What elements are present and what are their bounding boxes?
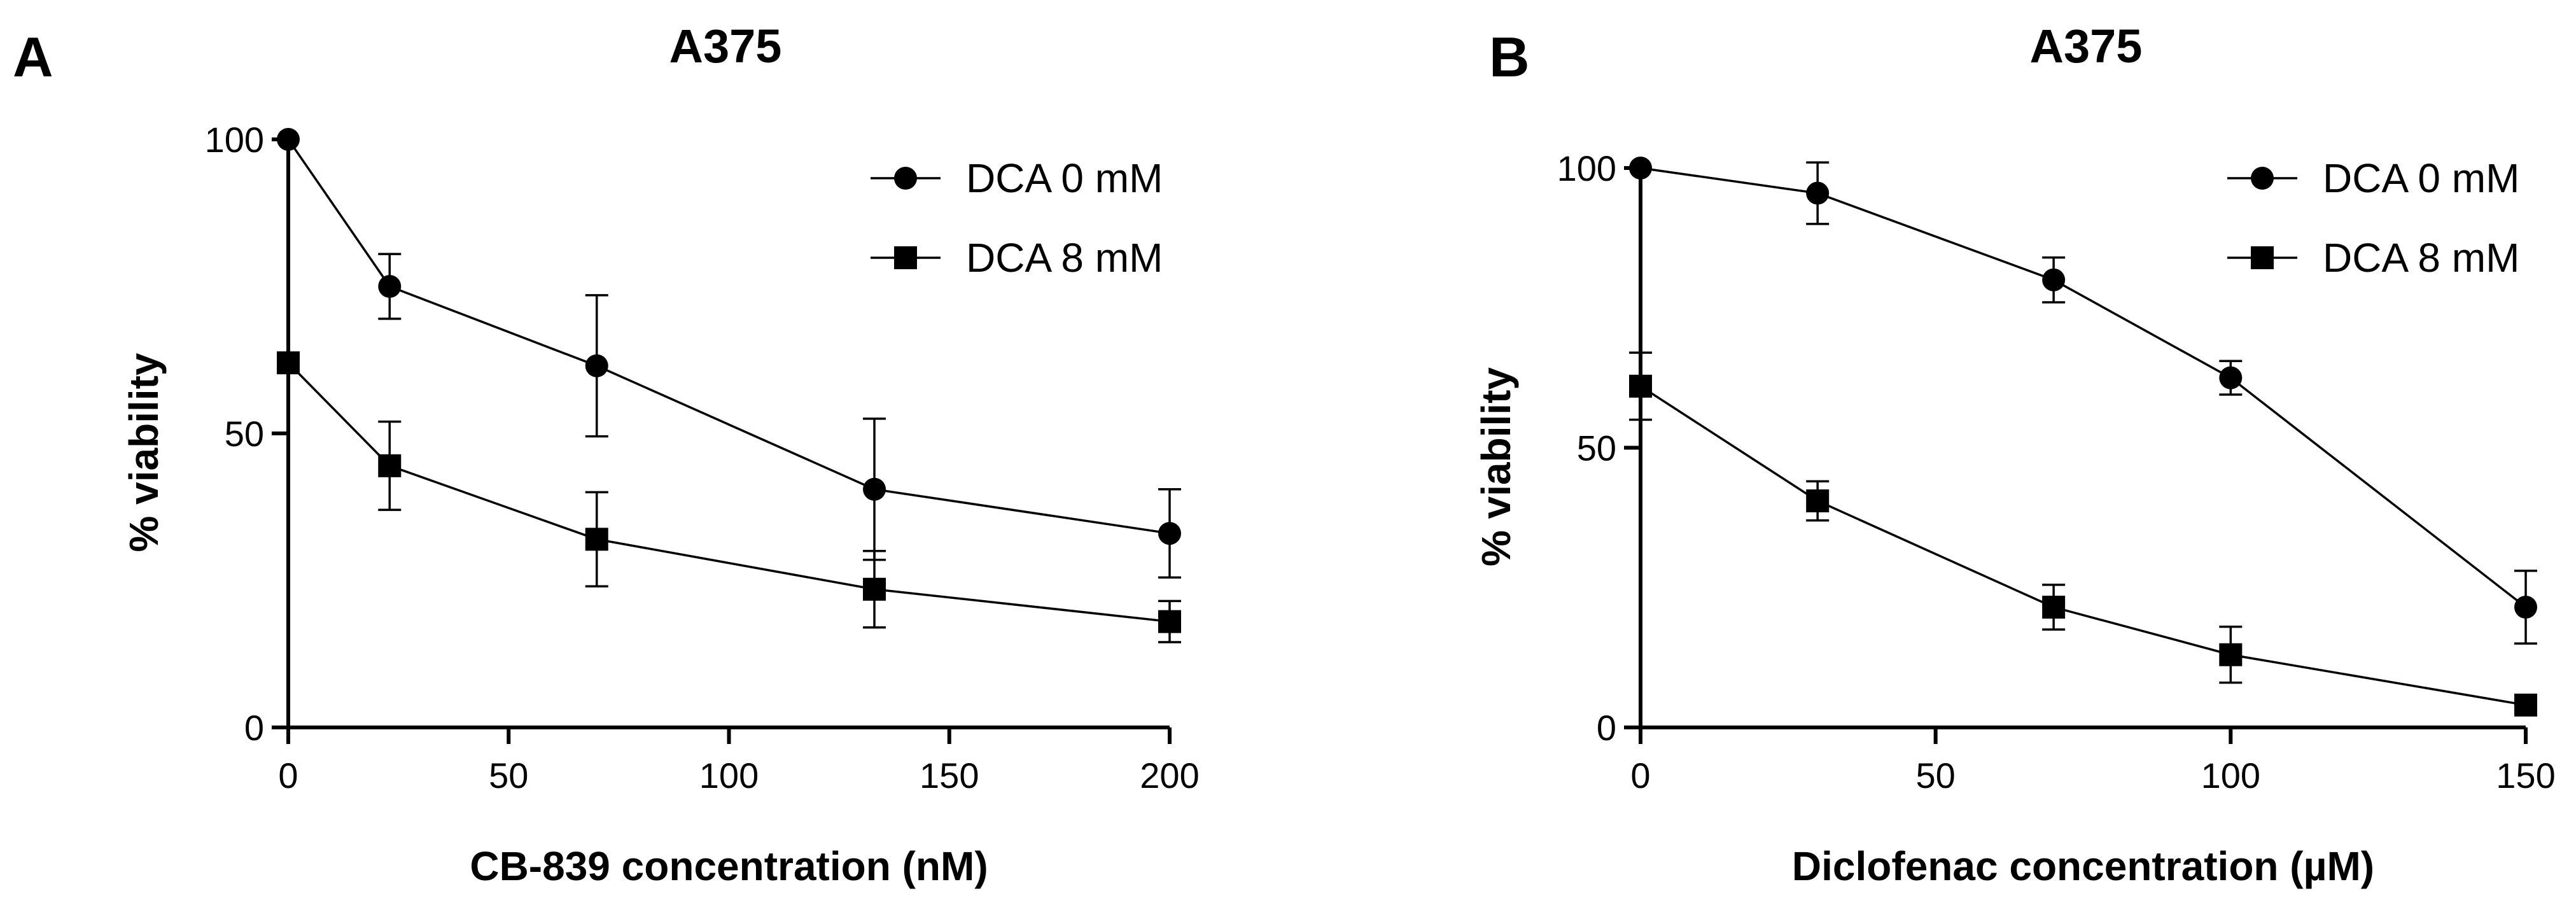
legend-item: DCA 8 mM <box>2227 235 2519 281</box>
legend-label: DCA 8 mM <box>966 235 1163 281</box>
legend-item: DCA 0 mM <box>2227 155 2519 201</box>
data-point-circle <box>585 354 608 377</box>
x-tick-label: 150 <box>920 755 979 796</box>
x-tick-label: 150 <box>2496 755 2555 796</box>
data-point-square <box>1806 489 1830 513</box>
series-square <box>1629 351 2537 717</box>
panel-letter: B <box>1489 25 1530 88</box>
legend-marker-square <box>894 246 917 269</box>
legend-label: DCA 0 mM <box>966 155 1163 201</box>
x-tick-label: 0 <box>1630 755 1650 796</box>
data-point-circle <box>1158 522 1181 545</box>
y-axis-label: % viability <box>121 353 167 552</box>
legend-marker-circle <box>2251 167 2274 190</box>
legend-label: DCA 8 mM <box>2323 235 2519 281</box>
data-point-circle <box>2514 596 2537 619</box>
y-tick-label: 50 <box>225 414 264 454</box>
x-tick-label: 50 <box>489 755 528 796</box>
chart-title: A375 <box>2030 20 2143 73</box>
panel-letter: A <box>13 25 53 88</box>
x-tick-label: 100 <box>2201 755 2260 796</box>
data-point-circle <box>378 275 402 298</box>
y-tick-label: 0 <box>244 708 264 748</box>
chart-title: A375 <box>669 20 782 73</box>
series-circle <box>277 128 1181 579</box>
legend-item: DCA 8 mM <box>871 235 1163 281</box>
y-tick-label: 0 <box>1597 708 1616 748</box>
chart-panel-a: A A375 0 50 100 0 50 100 150 200 CB-839 concentrat… <box>13 20 1200 889</box>
data-point-circle <box>1806 181 1830 205</box>
y-tick-label: 100 <box>205 120 264 160</box>
data-point-circle <box>2042 268 2066 291</box>
series-line <box>1640 385 2526 706</box>
data-point-square <box>378 454 402 477</box>
data-point-square <box>1158 610 1181 633</box>
data-point-square <box>2514 693 2537 717</box>
data-point-square <box>277 351 300 375</box>
series-circle <box>1629 157 2537 645</box>
x-tick-label: 100 <box>699 755 759 796</box>
data-point-square <box>2219 643 2243 666</box>
y-tick-label: 100 <box>1557 148 1616 188</box>
legend-item: DCA 0 mM <box>871 155 1163 201</box>
x-tick-label: 50 <box>1916 755 1956 796</box>
data-point-circle <box>277 128 300 151</box>
data-point-square <box>2042 596 2066 619</box>
y-tick-label: 50 <box>1577 428 1616 468</box>
data-point-square <box>1629 374 1652 398</box>
x-tick-label: 0 <box>278 755 298 796</box>
data-point-circle <box>863 477 886 501</box>
series-line <box>1640 167 2527 608</box>
series-line <box>287 361 1170 623</box>
legend-label: DCA 0 mM <box>2323 155 2519 201</box>
legend-marker-square <box>2251 246 2274 269</box>
data-point-square <box>585 528 608 551</box>
x-axis-label: CB-839 concentration (nM) <box>470 843 988 889</box>
x-axis-label: Diclofenac concentration (µM) <box>1792 843 2374 889</box>
y-axis-label: % viability <box>1473 367 1519 566</box>
x-tick-label: 200 <box>1140 755 1199 796</box>
chart-panel-b: B A375 0 50 100 0 50 100 150 Diclofenac concentra… <box>1473 20 2556 889</box>
data-point-square <box>863 577 886 601</box>
series-square <box>277 351 1181 643</box>
data-point-circle <box>2219 366 2243 389</box>
legend-marker-circle <box>894 167 917 190</box>
data-point-circle <box>1629 157 1652 179</box>
